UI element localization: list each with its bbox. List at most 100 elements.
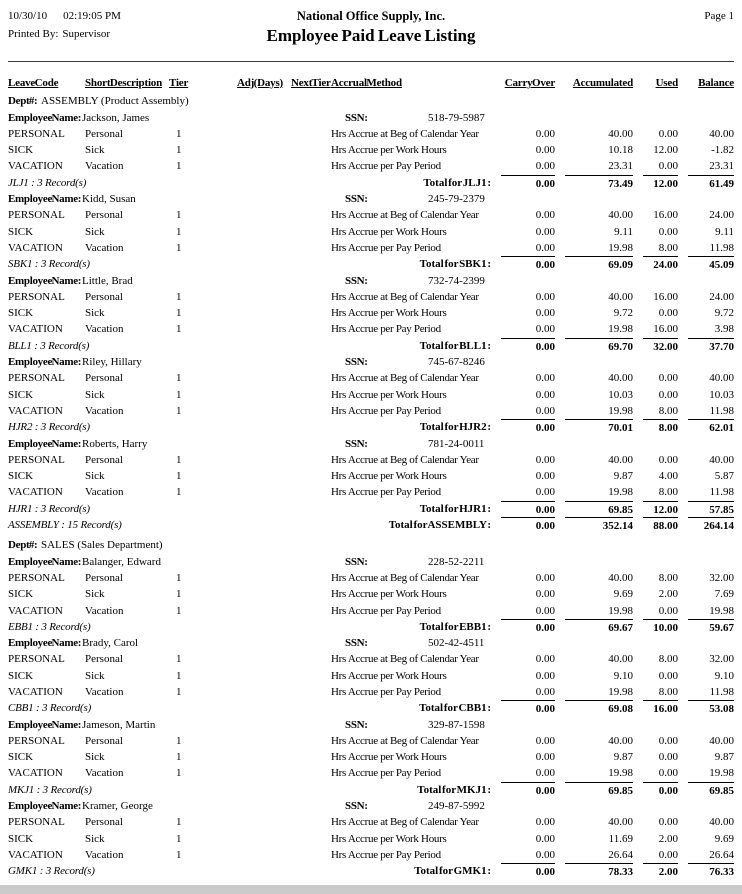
accumulated-value: 10.03 xyxy=(608,388,633,401)
leave-row: SICK Sick 1 Hrs Accrue per Work Hours 0.00 9.… xyxy=(8,468,734,484)
employee-name-label: Employee Name: xyxy=(8,111,82,124)
tier-value: 1 xyxy=(176,816,182,829)
used-value: 0.00 xyxy=(658,127,678,140)
employee-row: Employee Name: Jackson, James SSN: 518-79-5… xyxy=(8,110,734,126)
department-total-accumulated: 352.14 xyxy=(565,517,633,534)
dept-row: Dept #: SALES (Sales Department) xyxy=(8,537,734,553)
employee-name: Kidd, Susan xyxy=(82,193,136,206)
accrual-method: Hrs Accrue at Beg of Calendar Year xyxy=(331,453,479,466)
employee-name-label: Employee Name: xyxy=(8,274,82,287)
leave-row: VACATION Vacation 1 Hrs Accrue per Pay Peri… xyxy=(8,847,734,863)
next-tier-value xyxy=(291,668,331,684)
carry-over-value: 0.00 xyxy=(535,290,555,303)
total-label: Total for HJR2 : xyxy=(419,421,491,434)
leave-row: VACATION Vacation 1 Hrs Accrue per Pay Peri… xyxy=(8,603,734,619)
report-header-line2: Printed By: Supervisor Employee Paid Leav… xyxy=(8,27,734,53)
accrual-method: Hrs Accrue per Work Hours xyxy=(331,144,447,157)
adj-days-value xyxy=(237,603,291,619)
column-header-short-description: Short Description xyxy=(85,75,169,91)
leave-row: PERSONAL Personal 1 Hrs Accrue at Beg of Ca… xyxy=(8,207,734,223)
employee-total-row: GMK1 : 3 Record(s) Total for GMK1 : 0.00 78… xyxy=(8,863,734,879)
leave-description: Vacation xyxy=(85,685,124,698)
used-value: 8.00 xyxy=(658,653,678,666)
employee-block: Employee Name: Jameson, Martin SSN: 329-87-… xyxy=(8,717,734,798)
used-value: 0.00 xyxy=(658,604,678,617)
used-value: 0.00 xyxy=(658,734,678,747)
employee-row: Employee Name: Kidd, Susan SSN: 245-79-2379 xyxy=(8,191,734,207)
tier-value: 1 xyxy=(176,832,182,845)
accrual-method: Hrs Accrue per Pay Period xyxy=(331,160,441,173)
total-carry-over: 0.00 xyxy=(501,174,555,192)
accrual-method: Hrs Accrue at Beg of Calendar Year xyxy=(331,734,479,747)
leave-description: Sick xyxy=(85,307,105,320)
leave-code: SICK xyxy=(8,388,34,401)
total-label: Total for MKJ1 : xyxy=(417,783,491,796)
balance-value: 32.00 xyxy=(709,571,734,584)
adj-days-value xyxy=(237,733,291,749)
accrual-method: Hrs Accrue at Beg of Calendar Year xyxy=(331,653,479,666)
next-tier-value xyxy=(291,321,331,337)
ssn-label: SSN: xyxy=(345,193,368,206)
leave-code: SICK xyxy=(8,225,34,238)
adj-days-value xyxy=(237,370,291,386)
next-tier-value xyxy=(291,749,331,765)
next-tier-value xyxy=(291,586,331,602)
header-rule xyxy=(8,61,734,62)
next-tier-value xyxy=(291,305,331,321)
record-count: EBB1 : 3 Record(s) xyxy=(8,620,91,633)
leave-code: SICK xyxy=(8,307,34,320)
total-label: Total for HJR1 : xyxy=(419,502,491,515)
employee-block: Employee Name: Balanger, Edward SSN: 228-52… xyxy=(8,554,734,635)
accumulated-value: 23.31 xyxy=(608,160,633,173)
adj-days-value xyxy=(237,684,291,700)
employee-name: Jameson, Martin xyxy=(82,718,156,731)
tier-value: 1 xyxy=(176,588,182,601)
total-balance: 37.70 xyxy=(688,337,734,355)
employee-block: Employee Name: Jackson, James SSN: 518-79-5… xyxy=(8,110,734,191)
record-count: BLL1 : 3 Record(s) xyxy=(8,339,90,352)
used-value: 0.00 xyxy=(658,453,678,466)
total-balance: 69.85 xyxy=(688,781,734,799)
report-date: 10/30/10 xyxy=(8,10,48,22)
employee-name: Balanger, Edward xyxy=(82,555,161,568)
total-balance: 62.01 xyxy=(688,419,734,436)
balance-value: 11.98 xyxy=(709,404,734,417)
employee-name: Roberts, Harry xyxy=(82,437,148,450)
tier-value: 1 xyxy=(176,734,182,747)
leave-code: PERSONAL xyxy=(8,127,65,140)
leave-code: VACATION xyxy=(8,241,63,254)
horizontal-scrollbar[interactable] xyxy=(0,885,742,894)
used-value: 16.00 xyxy=(653,323,678,336)
ssn-value: 249-87-5992 xyxy=(428,800,485,813)
total-accumulated: 69.67 xyxy=(565,618,633,636)
department-total-row: ASSEMBLY : 15 Record(s) Total for ASSEMBL… xyxy=(8,517,734,533)
leave-row: SICK Sick 1 Hrs Accrue per Work Hours 0.00 9.… xyxy=(8,586,734,602)
used-value: 4.00 xyxy=(658,470,678,483)
ssn-label: SSN: xyxy=(345,718,368,731)
leave-description: Sick xyxy=(85,225,105,238)
total-carry-over: 0.00 xyxy=(501,500,555,518)
accrual-method: Hrs Accrue per Work Hours xyxy=(331,470,447,483)
accrual-method: Hrs Accrue per Pay Period xyxy=(331,604,441,617)
total-accumulated: 69.70 xyxy=(565,337,633,355)
leave-code: VACATION xyxy=(8,604,63,617)
carry-over-value: 0.00 xyxy=(535,388,555,401)
employee-block: Employee Name: Kidd, Susan SSN: 245-79-2379… xyxy=(8,191,734,272)
accumulated-value: 40.00 xyxy=(608,209,633,222)
accumulated-value: 19.98 xyxy=(608,685,633,698)
used-value: 8.00 xyxy=(658,404,678,417)
adj-days-value xyxy=(237,240,291,256)
adj-days-value xyxy=(237,207,291,223)
accumulated-value: 40.00 xyxy=(608,372,633,385)
balance-value: 3.98 xyxy=(714,323,734,336)
employee-row: Employee Name: Riley, Hillary SSN: 745-67-8… xyxy=(8,354,734,370)
tier-value: 1 xyxy=(176,767,182,780)
next-tier-value xyxy=(291,603,331,619)
total-label: Total for EBB1 : xyxy=(419,620,491,633)
column-header-label: Accrual Method xyxy=(331,77,402,89)
printed-by-value: Supervisor xyxy=(62,28,111,40)
leave-row: PERSONAL Personal 1 Hrs Accrue at Beg of Ca… xyxy=(8,651,734,667)
leave-description: Sick xyxy=(85,588,105,601)
accrual-method: Hrs Accrue per Pay Period xyxy=(331,404,441,417)
accrual-method: Hrs Accrue at Beg of Calendar Year xyxy=(331,127,479,140)
